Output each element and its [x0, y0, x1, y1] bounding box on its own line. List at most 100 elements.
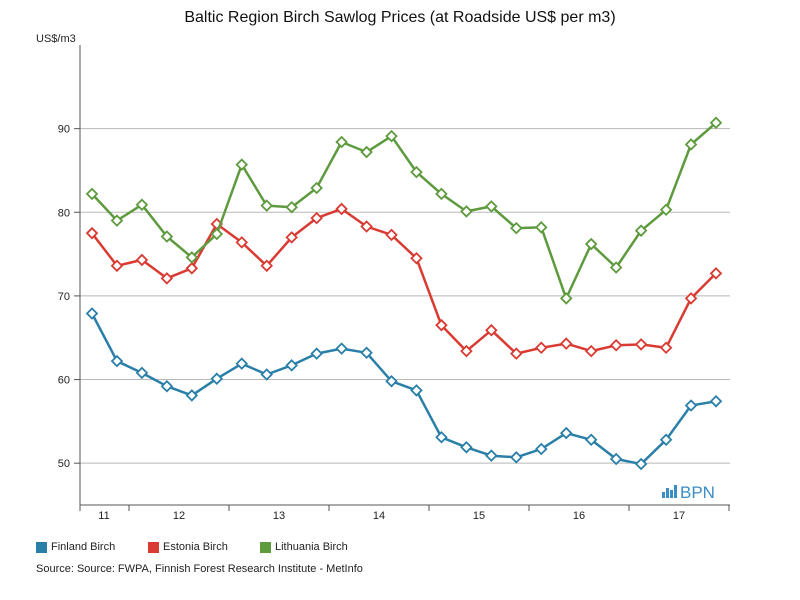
data-point [559, 426, 573, 440]
data-point [310, 211, 323, 225]
data-point [460, 205, 473, 218]
series-line-0 [90, 312, 717, 466]
y-tick-label: 50 [58, 458, 70, 470]
data-point [584, 237, 598, 251]
data-point [260, 199, 273, 212]
y-tick-label: 90 [58, 124, 70, 136]
data-point [85, 226, 99, 240]
logo-bar [662, 492, 665, 498]
series-line-2 [91, 121, 717, 300]
data-point [460, 441, 473, 454]
data-point [285, 359, 298, 372]
data-point [385, 129, 398, 143]
data-point [485, 323, 498, 337]
data-point [535, 341, 548, 355]
data-point [210, 372, 224, 385]
data-point [684, 292, 698, 305]
data-point [510, 347, 523, 360]
y-tick-label: 70 [58, 291, 70, 303]
data-point [85, 187, 99, 201]
data-point [460, 344, 473, 358]
logo-bar [674, 485, 677, 498]
data-point [435, 430, 448, 444]
data-point [185, 389, 199, 402]
grid [80, 128, 730, 464]
data-point [410, 165, 423, 179]
data-point [510, 451, 523, 464]
data-point [435, 318, 448, 332]
data-point [634, 224, 648, 237]
data-point [385, 374, 398, 388]
data-point [360, 145, 373, 159]
logo-bar [670, 490, 673, 498]
legend-label-lithuania: Lithuania Birch [275, 541, 348, 553]
data-point [535, 442, 548, 456]
data-point [410, 384, 423, 397]
data-point [684, 399, 698, 412]
data-point [160, 272, 174, 285]
x-tick-label: 16 [573, 510, 585, 522]
data-point [360, 220, 373, 233]
legend-item-finland: Finland Birch [36, 541, 148, 553]
legend-label-finland: Finland Birch [51, 541, 116, 553]
data-point [435, 187, 448, 201]
data-point [584, 344, 598, 358]
data-point [135, 366, 149, 380]
x-tick-label: 15 [473, 510, 485, 522]
data-point [160, 379, 174, 393]
legend: Finland Birch Estonia Birch Lithuania Bi… [36, 541, 372, 553]
data-point [659, 203, 673, 217]
data-point [260, 368, 273, 381]
data-point [510, 221, 523, 235]
source-note: Source: Source: FWPA, Finnish Forest Res… [36, 563, 363, 575]
data-point [360, 346, 373, 360]
logo-text: BPN [680, 483, 715, 502]
data-point [709, 116, 723, 130]
x-axis: 11 12 13 14 15 16 17 [79, 504, 730, 522]
data-point [559, 337, 573, 350]
y-axis-label: US$/m3 [36, 33, 76, 45]
data-point [335, 342, 348, 355]
x-tick-label: 14 [373, 510, 385, 522]
data-point [634, 457, 648, 471]
x-tick-label: 12 [173, 510, 185, 522]
data-point [185, 262, 199, 275]
legend-label-estonia: Estonia Birch [163, 541, 228, 553]
logo-bar [666, 488, 669, 498]
data-point [634, 338, 648, 351]
data-point [110, 259, 124, 273]
data-point [160, 230, 174, 243]
chart-title: Baltic Region Birch Sawlog Prices (at Ro… [184, 9, 615, 26]
data-point [609, 452, 623, 466]
y-tick-label: 60 [58, 375, 70, 387]
data-point [110, 354, 124, 368]
data-point [659, 341, 673, 355]
data-point [235, 357, 249, 370]
x-tick-label: 17 [673, 510, 685, 522]
legend-item-lithuania: Lithuania Birch [260, 541, 372, 553]
legend-swatch-finland [36, 541, 47, 553]
data-point [310, 347, 323, 360]
x-tick-label: 11 [98, 510, 109, 522]
data-point [210, 227, 224, 241]
data-point [235, 236, 249, 249]
data-point [584, 433, 598, 447]
series-group [85, 116, 723, 471]
data-point [335, 202, 348, 216]
data-point [335, 135, 348, 149]
data-point [609, 338, 623, 352]
bpn-logo: BPN [662, 483, 715, 502]
data-point [659, 433, 673, 447]
data-point [310, 181, 323, 195]
legend-swatch-lithuania [260, 541, 271, 553]
data-point [559, 292, 573, 305]
data-point [285, 231, 298, 244]
series-line-1 [91, 207, 717, 355]
data-point [609, 261, 623, 274]
data-point [709, 267, 723, 280]
y-tick-label: 80 [58, 207, 70, 219]
data-point [235, 158, 249, 171]
y-axis: 50 60 70 80 90 [58, 45, 81, 505]
data-point [260, 259, 273, 273]
data-point [185, 251, 199, 264]
